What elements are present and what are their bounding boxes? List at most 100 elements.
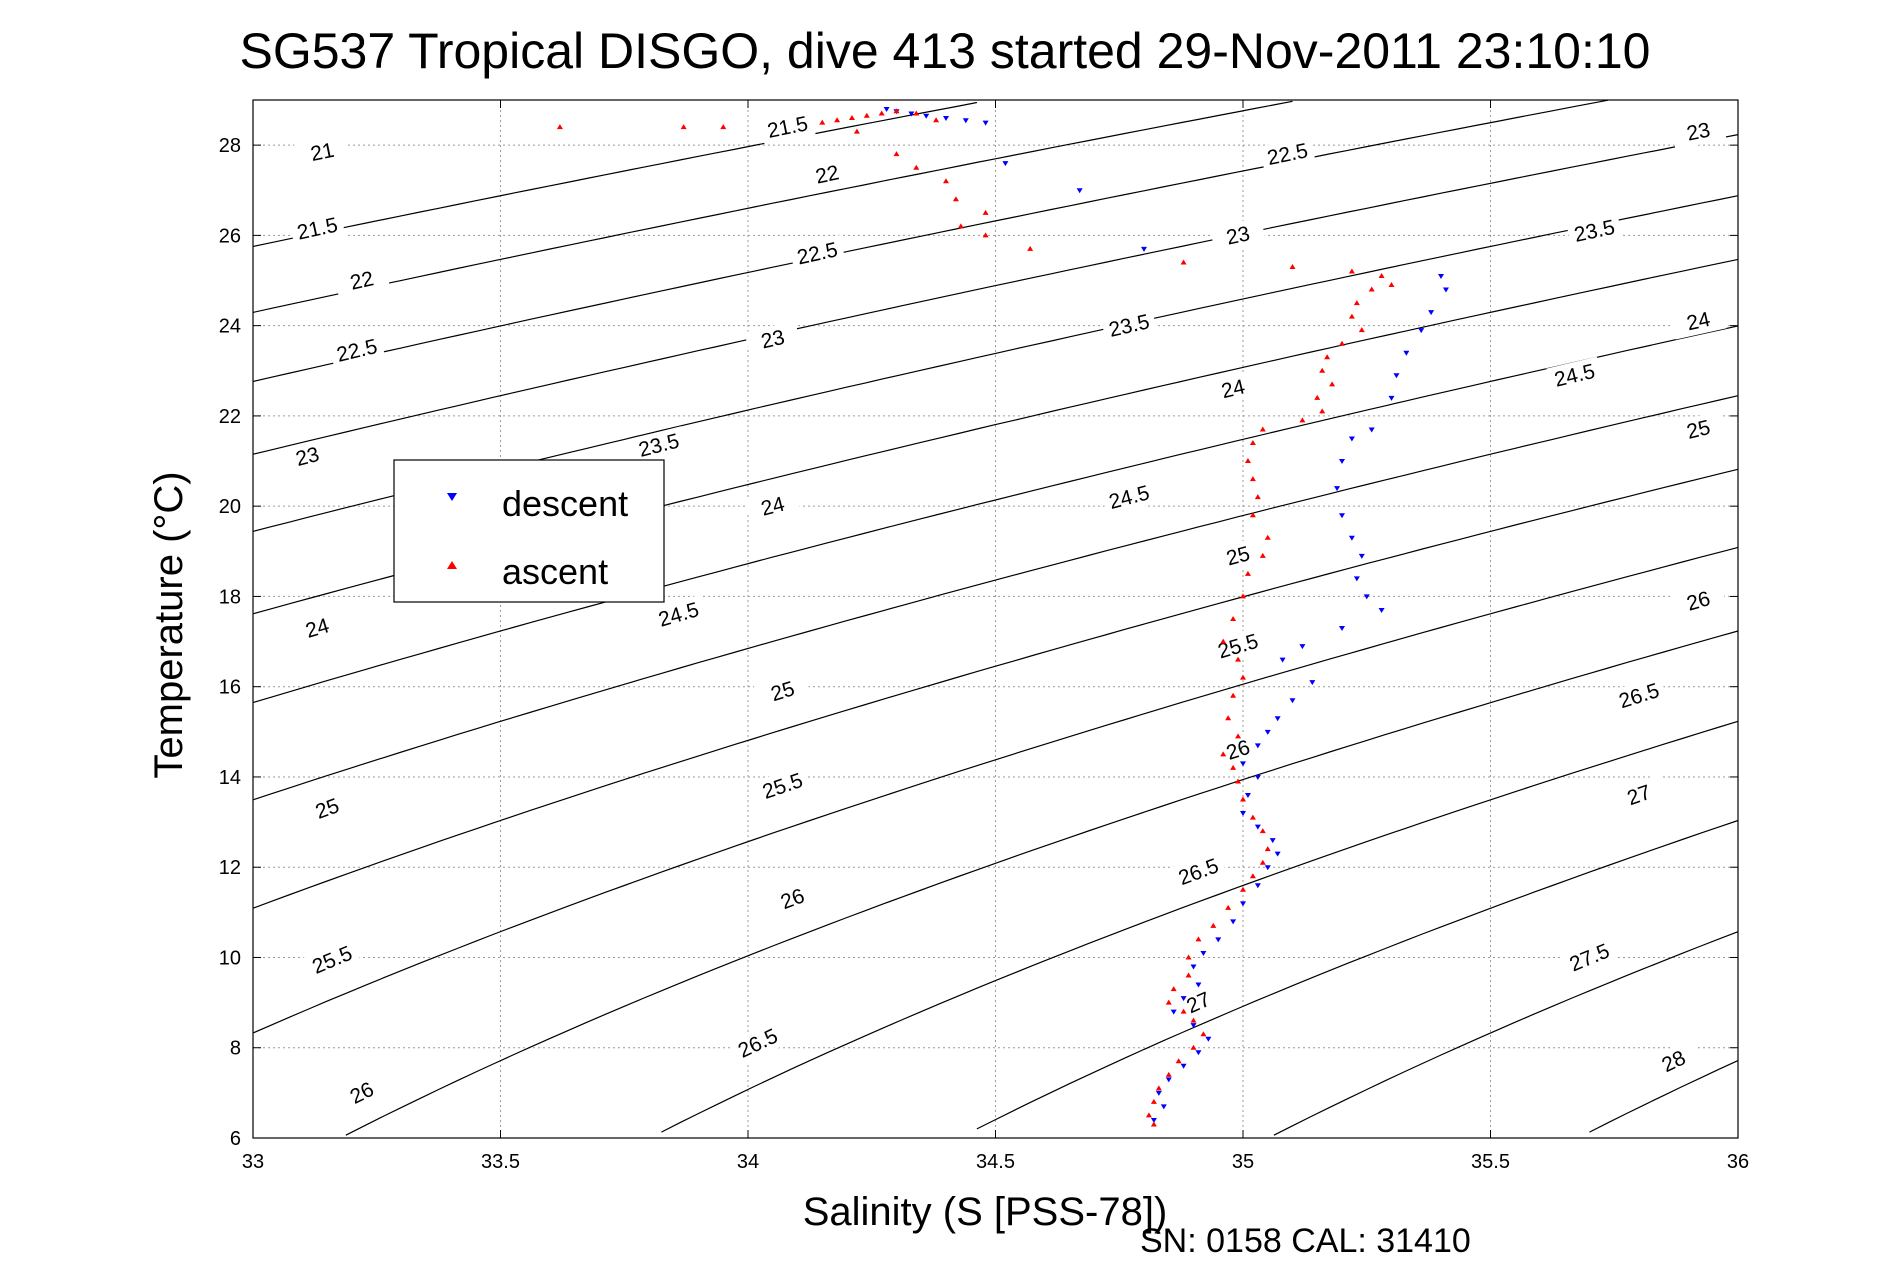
ascent-point — [1244, 570, 1251, 576]
contour-label-bg — [1169, 980, 1228, 1025]
ascent-point — [1264, 846, 1271, 852]
descent-point — [1165, 1077, 1172, 1083]
descent-point — [1309, 680, 1316, 686]
ascent-point — [680, 124, 687, 130]
contour-label-bg — [303, 937, 362, 982]
descent-point — [1180, 996, 1187, 1002]
contour-label-bg — [279, 437, 336, 476]
contour-label-bg — [744, 487, 802, 526]
y-tick-label: 20 — [219, 496, 241, 518]
ascent-point — [834, 117, 841, 123]
contour-label-bg — [1546, 356, 1603, 394]
contour-label: 23 — [1685, 118, 1712, 145]
y-tick-label: 22 — [219, 406, 241, 428]
descent-point — [1215, 937, 1222, 943]
ascent-point — [1240, 796, 1246, 802]
density-contour-21.5 — [252, 100, 1293, 313]
descent-point — [1155, 1090, 1162, 1096]
contour-label: 21 — [309, 139, 337, 166]
descent-point — [1269, 838, 1276, 844]
ascent-point — [982, 232, 989, 238]
contour-label: 22.5 — [335, 335, 380, 367]
ascent-point — [893, 151, 900, 157]
ascent-point — [1180, 1008, 1187, 1014]
ascent-point — [913, 164, 920, 170]
descent-point — [1339, 459, 1345, 465]
descent-point — [1442, 287, 1449, 293]
descent-point — [1334, 486, 1341, 492]
descent-point — [1264, 729, 1271, 735]
contour-label-bg — [1204, 370, 1262, 408]
ascent-point — [1324, 354, 1331, 360]
x-axis-title: Salinity (S [PSS-78]) — [803, 1190, 1168, 1234]
contour-label-bg — [1670, 410, 1727, 449]
ascent-point — [933, 117, 940, 123]
descent-point — [1230, 919, 1237, 925]
descent-point — [1299, 644, 1306, 650]
descent-point — [1339, 626, 1345, 632]
y-tick-label: 6 — [230, 1128, 241, 1150]
ascent-point — [1150, 1098, 1157, 1104]
contour-label: 21.5 — [295, 214, 340, 245]
contour-label-bg — [1100, 307, 1158, 345]
descent-point — [1002, 161, 1009, 167]
density-contour-26 — [345, 630, 1739, 1136]
contour-label: 21.5 — [765, 112, 810, 143]
ascent-point — [1235, 656, 1242, 662]
legend-descent-label: descent — [502, 483, 628, 524]
descent-point — [1388, 395, 1395, 401]
contour-label-bg — [1670, 113, 1727, 150]
ascent-point — [1244, 458, 1251, 464]
contour-label: 25 — [1684, 416, 1712, 444]
contour-label-bg — [753, 765, 812, 807]
ascent-point — [943, 178, 949, 184]
ascent-point — [1368, 286, 1375, 292]
contour-label-bg — [1560, 935, 1619, 980]
descent-point — [923, 113, 930, 119]
legend-descent-marker — [447, 493, 457, 501]
descent-point — [1200, 950, 1207, 956]
ascent-point — [1388, 282, 1395, 288]
contour-label-bg — [799, 156, 856, 193]
ascent-point — [1254, 494, 1261, 500]
contour-label: 23 — [293, 443, 321, 471]
x-tick-label: 33.5 — [481, 1151, 520, 1173]
chart-title: SG537 Tropical DISGO, dive 413 started 2… — [240, 23, 1651, 79]
descent-point — [1368, 427, 1375, 433]
contour-label-bg — [1670, 302, 1727, 340]
descent-point — [1378, 607, 1385, 613]
ascent-point — [1027, 245, 1034, 251]
ascent-point — [1235, 778, 1242, 784]
density-contour-24.5 — [252, 395, 1739, 801]
ascent-point — [1259, 552, 1266, 558]
y-tick-label: 8 — [230, 1038, 241, 1060]
ascent-point — [1240, 674, 1246, 680]
ascent-point — [1185, 954, 1192, 960]
ascent-point — [1314, 394, 1321, 400]
ascent-point — [1358, 327, 1365, 333]
ascent-point — [1348, 268, 1355, 274]
legend: descent ascent — [393, 459, 665, 603]
descent-point — [1160, 1104, 1167, 1110]
ascent-point — [1259, 828, 1266, 834]
descent-series — [883, 107, 1449, 1123]
contour-label: 23 — [759, 326, 787, 354]
contour-label-bg — [728, 1020, 787, 1067]
descent-point — [1403, 350, 1410, 356]
ascent-point — [1240, 593, 1246, 599]
contour-label-bg — [744, 320, 802, 358]
ascent-point — [1185, 972, 1192, 978]
ascent-point — [1200, 1031, 1207, 1037]
contour-label: 22 — [814, 161, 842, 188]
descent-point — [1195, 982, 1202, 988]
ascent-point — [1175, 1058, 1182, 1064]
contour-label: 22 — [348, 267, 376, 295]
ascent-point — [1220, 751, 1227, 757]
x-tick-label: 34.5 — [976, 1151, 1015, 1173]
x-tick-label: 35.5 — [1471, 1151, 1510, 1173]
descent-point — [1240, 901, 1246, 907]
contour-label: 23.5 — [1572, 216, 1617, 247]
ascent-point — [913, 110, 920, 116]
descent-point — [1393, 373, 1400, 379]
